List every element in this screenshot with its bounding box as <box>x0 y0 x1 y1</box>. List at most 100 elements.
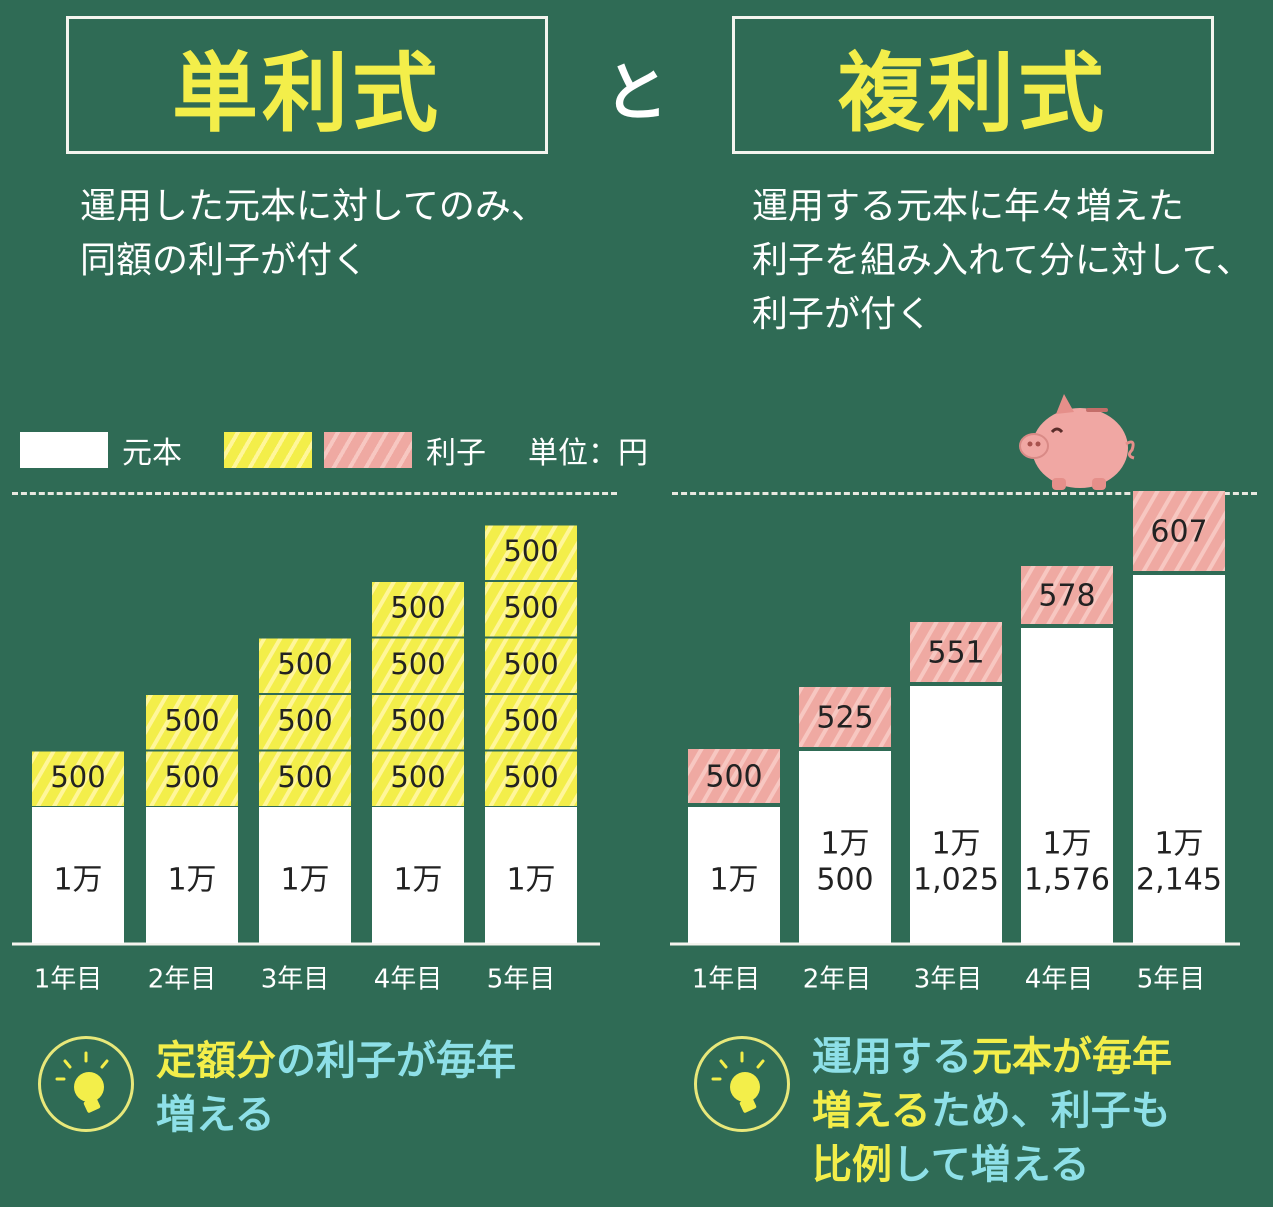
description-line: 利子が付く <box>752 294 933 335</box>
principal-bar <box>688 807 780 943</box>
x-tick-label: 1年目 <box>692 965 761 995</box>
principal-label: 1万 <box>1042 827 1091 862</box>
simple-interest-title-text: 単利式 <box>172 43 442 144</box>
principal-label: 1万 <box>820 827 869 862</box>
tip-segment: の利子が毎年 <box>276 1038 516 1084</box>
piggy-bank-icon <box>1019 394 1135 490</box>
x-tick-label: 3年目 <box>261 965 330 995</box>
tip-segment: 元本が毎年 <box>972 1034 1172 1080</box>
interest-label: 607 <box>1150 515 1207 550</box>
principal-label: 1万 <box>931 827 980 862</box>
interest-block <box>372 751 464 806</box>
interest-block <box>799 687 891 747</box>
principal-bar <box>146 807 238 943</box>
interest-label: 500 <box>277 760 332 794</box>
x-tick-label: 3年目 <box>914 965 983 995</box>
principal-label: 1,576 <box>1024 863 1110 898</box>
description-line: 運用する元本に年々増えた <box>752 186 1185 227</box>
tip-line: 増える <box>156 1088 576 1142</box>
interest-label: 500 <box>503 647 558 681</box>
interest-label: 525 <box>816 701 873 736</box>
tip-segment: 定額分 <box>156 1038 276 1084</box>
principal-bar <box>1133 575 1225 943</box>
principal-label: 1万 <box>393 863 442 898</box>
interest-label: 500 <box>277 703 332 737</box>
principal-label: 2,145 <box>1136 863 1222 898</box>
legend-interest-label: 利子 <box>426 436 486 471</box>
interest-label: 500 <box>390 590 445 624</box>
x-tick-label: 4年目 <box>1025 965 1094 995</box>
interest-label: 500 <box>164 760 219 794</box>
legend-principal-swatch <box>20 432 108 468</box>
interest-label: 551 <box>927 636 984 671</box>
simple-interest-title: 単利式 <box>66 16 548 154</box>
unit-label: 単位：円 <box>528 436 648 471</box>
tip-line: 増えるため、利子も <box>812 1084 1252 1138</box>
interest-label: 500 <box>390 760 445 794</box>
principal-label: 1万 <box>709 863 758 898</box>
tip-segment: ため、利子も <box>930 1088 1171 1134</box>
interest-block <box>259 751 351 806</box>
principal-bar <box>1021 628 1113 943</box>
principal-bar <box>485 807 577 943</box>
principal-bar <box>32 807 124 943</box>
compound-interest-title: 複利式 <box>732 16 1214 154</box>
principal-label: 1,025 <box>913 863 999 898</box>
tip-segment: 比例 <box>812 1142 892 1188</box>
tip-line: 定額分の利子が毎年 <box>156 1034 576 1088</box>
x-tick-label: 5年目 <box>487 965 556 995</box>
interest-block <box>485 638 577 693</box>
tip-line: 比例して増える <box>812 1138 1252 1192</box>
interest-label: 500 <box>390 647 445 681</box>
interest-block <box>372 582 464 637</box>
interest-block <box>485 695 577 750</box>
x-tick-label: 1年目 <box>34 965 103 995</box>
tip-segment: して増える <box>892 1142 1090 1188</box>
legend-compound-interest-swatch <box>324 432 412 468</box>
principal-label: 1万 <box>506 863 555 898</box>
legend-principal-label: 元本 <box>122 436 182 471</box>
principal-bar <box>799 751 891 943</box>
principal-label: 1万 <box>280 863 329 898</box>
principal-label: 1万 <box>167 863 216 898</box>
description-line: 運用した元本に対してのみ、 <box>80 186 547 227</box>
interest-label: 500 <box>390 703 445 737</box>
interest-block <box>259 695 351 750</box>
simple-interest-description: 運用した元本に対してのみ、 同額の利子が付く <box>80 180 600 288</box>
dashed-divider-left <box>12 492 617 495</box>
compound-interest-tip: 運用する元本が毎年 増えるため、利子も 比例して増える <box>812 1030 1252 1192</box>
interest-label: 500 <box>503 590 558 624</box>
interest-label: 500 <box>164 703 219 737</box>
interest-label: 500 <box>705 760 762 795</box>
interest-block <box>1133 491 1225 571</box>
interest-label: 500 <box>50 760 105 794</box>
x-tick-label: 2年目 <box>148 965 217 995</box>
x-tick-label: 2年目 <box>803 965 872 995</box>
description-line: 利子を組み入れて分に対して、 <box>752 240 1253 281</box>
tip-segment: 増える <box>156 1092 275 1138</box>
legend: 元本 利子 単位：円 <box>20 430 648 471</box>
interest-block <box>146 751 238 806</box>
interest-label: 500 <box>503 760 558 794</box>
description-line: 同額の利子が付く <box>80 240 369 281</box>
interest-block <box>1021 566 1113 624</box>
interest-block <box>485 525 577 580</box>
interest-block <box>485 751 577 806</box>
interest-block <box>146 695 238 750</box>
interest-block <box>688 749 780 803</box>
principal-label: 500 <box>816 863 873 898</box>
lightbulb-icon <box>694 1036 790 1132</box>
interest-block <box>259 638 351 693</box>
simple-interest-tip: 定額分の利子が毎年 増える <box>156 1034 576 1142</box>
interest-block <box>372 638 464 693</box>
principal-bar <box>259 807 351 943</box>
legend-simple-interest-swatch <box>224 432 312 468</box>
principal-bar <box>372 807 464 943</box>
tip-line: 運用する元本が毎年 <box>812 1030 1252 1084</box>
lightbulb-icon <box>38 1036 134 1132</box>
compound-interest-title-text: 複利式 <box>838 43 1108 144</box>
interest-block <box>910 622 1002 682</box>
x-tick-label: 5年目 <box>1137 965 1206 995</box>
interest-label: 578 <box>1038 579 1095 614</box>
